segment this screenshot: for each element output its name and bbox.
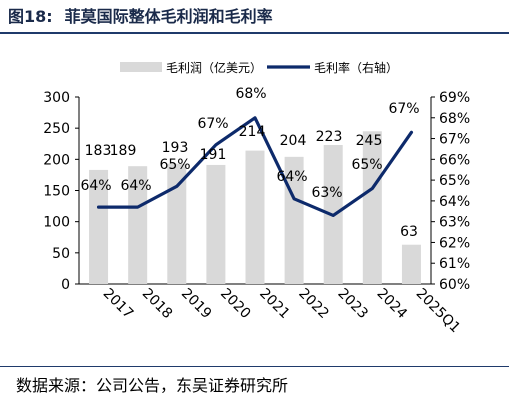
y-left-tick-label: 250 — [43, 121, 70, 137]
line-value-label: 64% — [120, 178, 151, 194]
bar-gross-profit — [167, 163, 187, 284]
y-right-tick-label: 64% — [439, 194, 470, 210]
source-rule — [0, 366, 509, 367]
chart: 05010015020025030060%61%62%63%64%65%66%6… — [43, 60, 470, 337]
y-right-tick-label: 66% — [439, 152, 470, 168]
bar-value-label: 214 — [239, 124, 266, 140]
line-value-label: 64% — [276, 169, 307, 185]
bar-gross-profit — [401, 244, 421, 284]
figure-number: 图18: — [8, 7, 53, 26]
line-value-label: 64% — [80, 178, 111, 194]
x-tick-label: 2019 — [178, 286, 215, 323]
y-right-tick-label: 62% — [439, 235, 470, 251]
legend-label-line: 毛利率（右轴） — [314, 60, 398, 75]
x-tick-label: 2025Q1 — [413, 286, 464, 337]
bar-gross-profit — [245, 150, 265, 284]
y-right-tick-label: 68% — [439, 111, 470, 127]
bar-value-label: 223 — [316, 129, 343, 145]
bar-value-label: 191 — [200, 147, 227, 163]
y-left-tick-label: 50 — [52, 246, 70, 262]
bar-value-label: 204 — [280, 133, 307, 149]
source-note: 数据来源：公司公告，东吴证券研究所 — [16, 376, 289, 395]
legend-label-bar: 毛利润（亿美元） — [166, 60, 262, 75]
y-right-tick-label: 60% — [439, 277, 470, 293]
line-gross-margin — [96, 116, 414, 218]
bar-value-label: 189 — [110, 143, 137, 159]
bar-gross-profit — [128, 166, 148, 284]
line-value-label: 65% — [351, 157, 382, 173]
x-tick-label: 2022 — [295, 286, 332, 323]
bar-value-label: 245 — [356, 133, 383, 149]
line-value-label: 68% — [235, 86, 266, 102]
bar-value-label: 183 — [85, 143, 112, 159]
y-right-tick-label: 67% — [439, 132, 470, 148]
bar-gross-profit — [206, 164, 226, 284]
x-tick-label: 2024 — [374, 286, 411, 323]
y-right-tick-label: 65% — [439, 173, 470, 189]
figure-title-text: 菲莫国际整体毛利润和毛利率 — [64, 7, 273, 26]
legend-swatch-bar — [120, 62, 162, 72]
y-left-tick-label: 200 — [43, 152, 70, 168]
y-left-tick-label: 0 — [61, 277, 70, 293]
bar-gross-profit — [362, 131, 382, 284]
bar-value-label: 193 — [162, 140, 189, 156]
figure-title: 图18: 菲莫国际整体毛利润和毛利率 — [8, 4, 273, 30]
line-value-label: 63% — [311, 185, 342, 201]
y-right-tick-label: 61% — [439, 256, 470, 272]
line-value-label: 67% — [197, 116, 228, 132]
bar-gross-profit — [89, 169, 109, 284]
x-tick-label: 2021 — [256, 286, 293, 323]
x-tick-label: 2018 — [139, 286, 176, 323]
y-right-tick-label: 63% — [439, 215, 470, 231]
y-left-tick-label: 300 — [43, 90, 70, 106]
x-tick-label: 2017 — [100, 286, 137, 323]
line-value-label: 65% — [159, 157, 190, 173]
x-tick-label: 2023 — [334, 286, 371, 323]
title-rule — [0, 32, 509, 34]
x-tick-label: 2020 — [217, 286, 254, 323]
y-right-tick-label: 69% — [439, 90, 470, 106]
y-left-tick-label: 100 — [43, 215, 70, 231]
bar-value-label: 63 — [400, 224, 418, 240]
y-left-tick-label: 150 — [43, 184, 70, 200]
line-value-label: 67% — [388, 101, 419, 117]
